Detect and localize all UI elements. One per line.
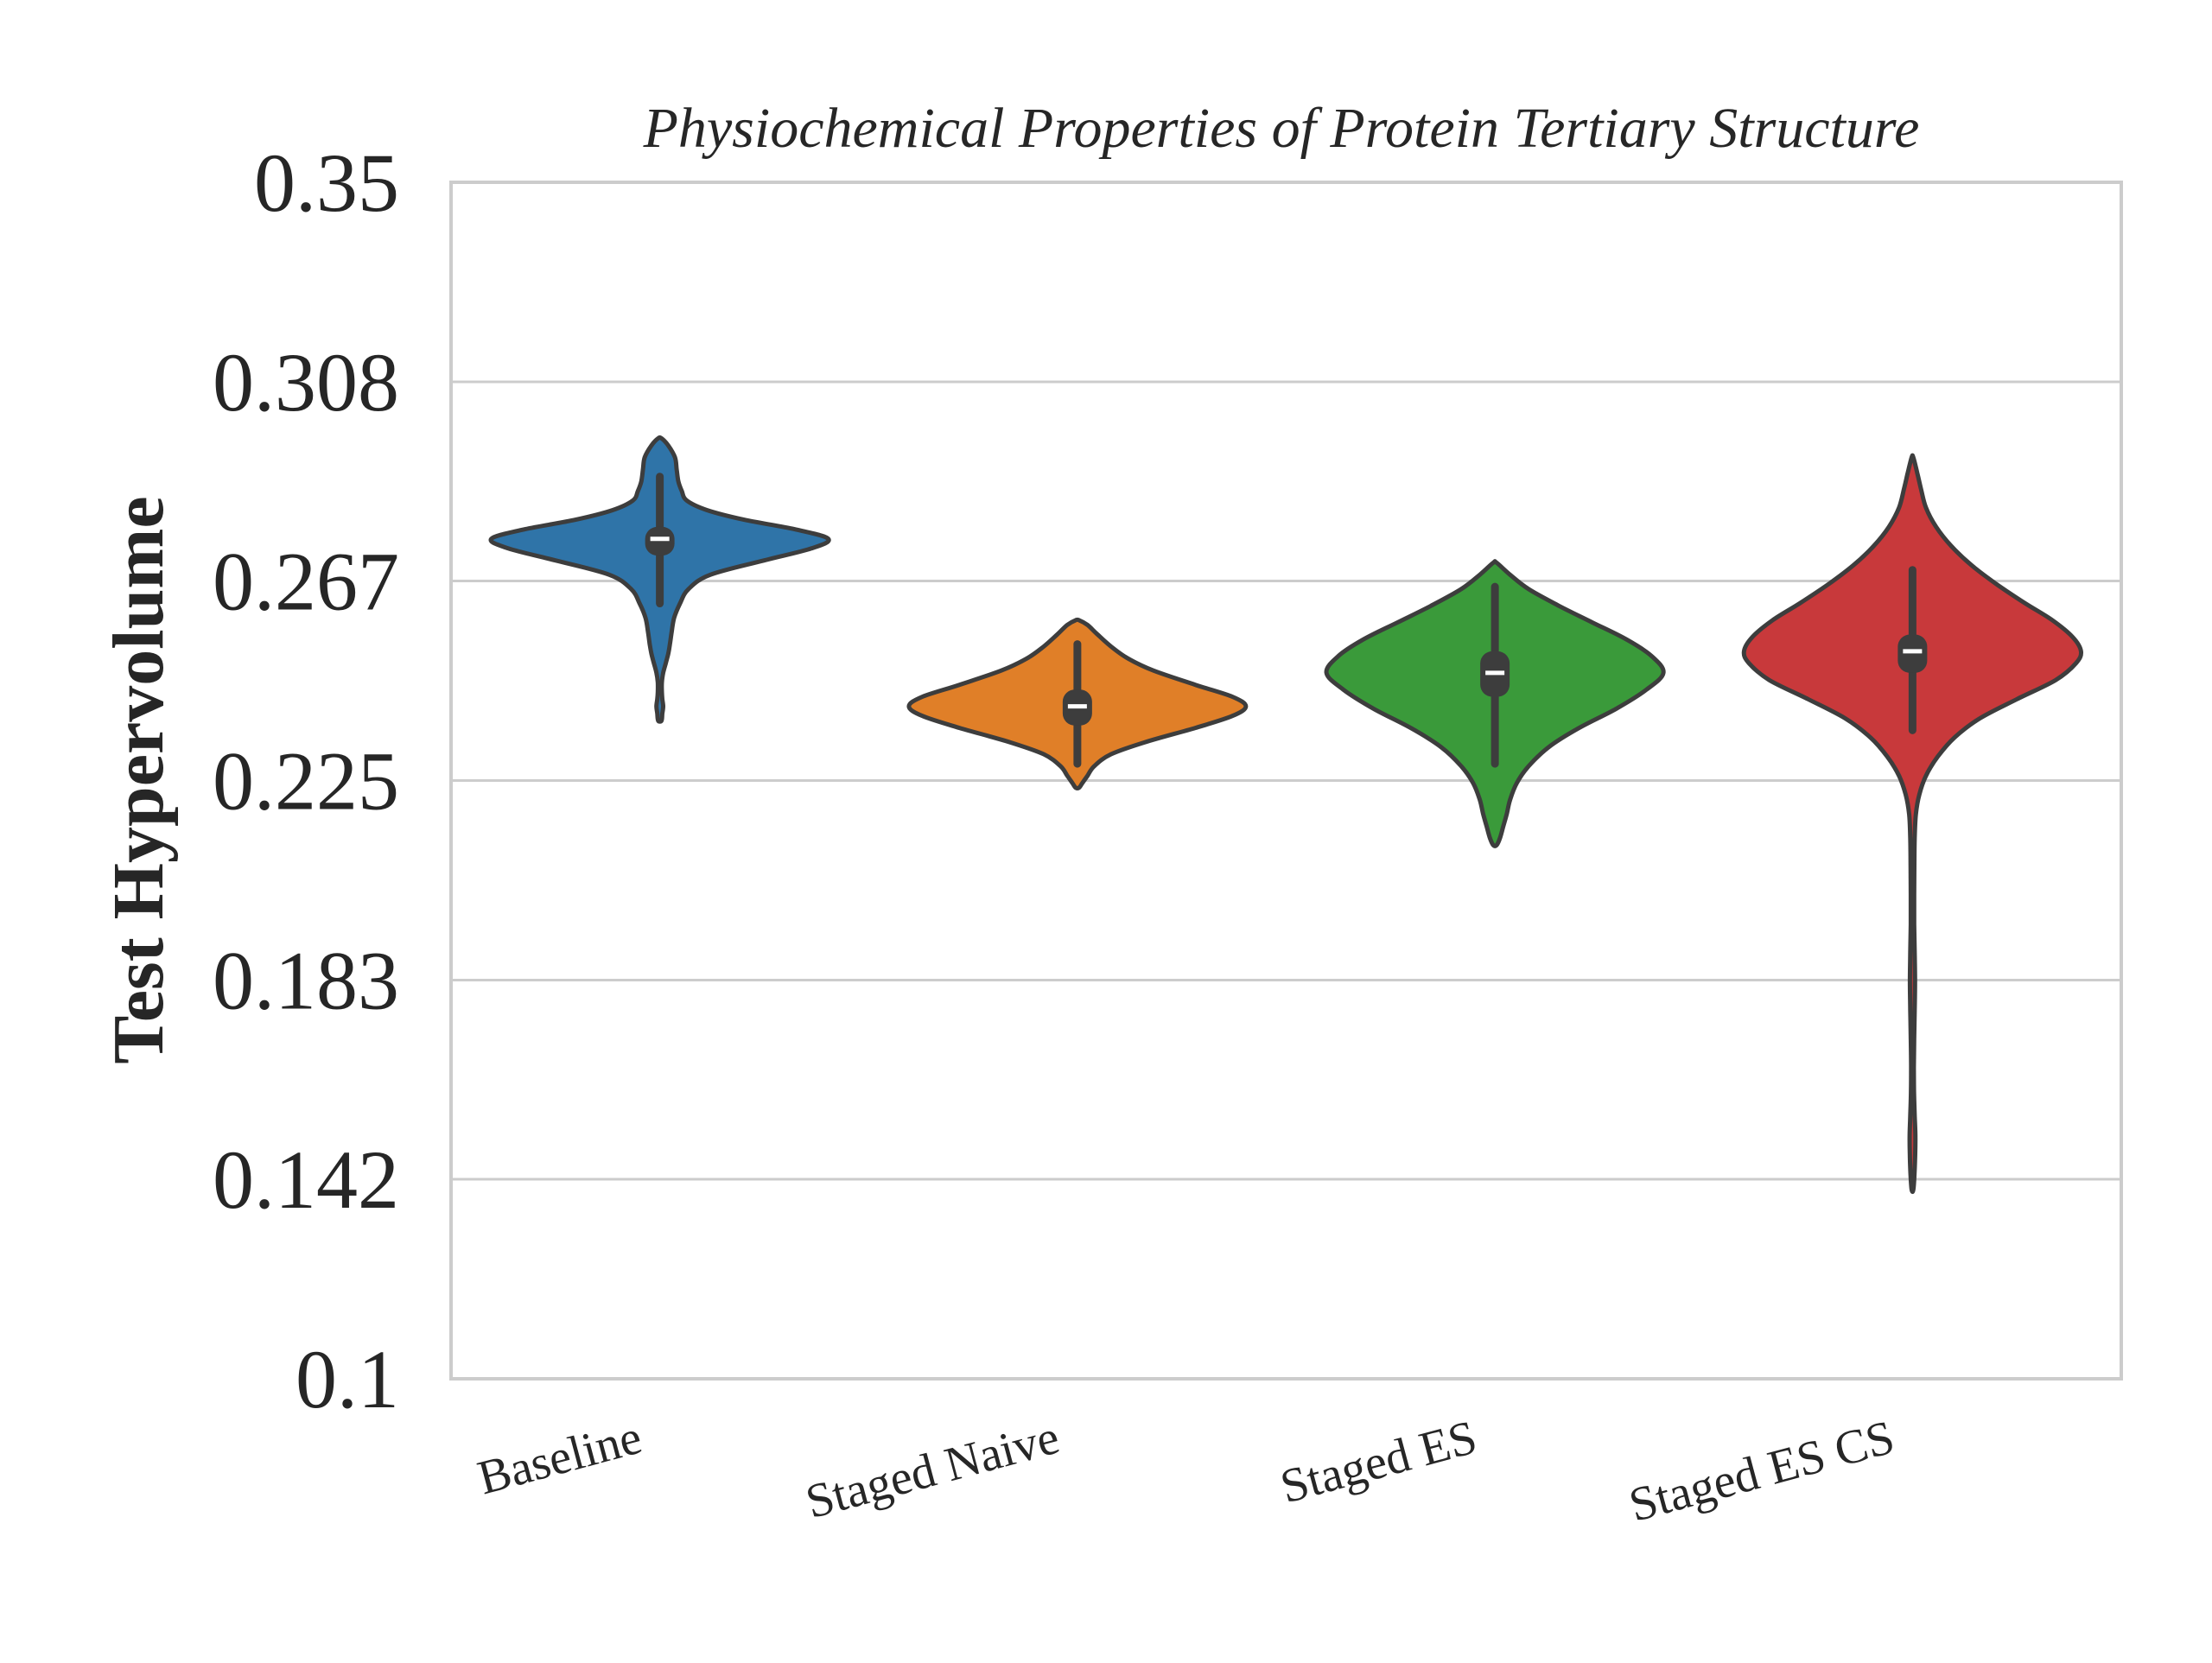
violin-3 xyxy=(1324,559,1666,848)
y-tick-label: 0.142 xyxy=(213,1133,399,1226)
x-tick-label: Staged ES xyxy=(1275,1411,1483,1514)
iqr-box xyxy=(645,526,675,556)
y-axis-label: Test Hypervolume xyxy=(99,496,179,1063)
y-tick-labels: 0.1 0.142 0.183 0.225 0.267 0.308 0.35 xyxy=(213,136,399,1425)
iqr-box xyxy=(1897,634,1928,673)
violin-4 xyxy=(1741,453,2084,1195)
violin-1 xyxy=(488,435,831,724)
y-tick-label: 0.267 xyxy=(213,535,399,627)
y-tick-label: 0.308 xyxy=(213,336,399,428)
violin-layer xyxy=(488,435,2084,1195)
violin-2 xyxy=(906,617,1249,790)
violin-body xyxy=(1741,453,2084,1195)
chart-title: Physiochemical Properties of Protein Ter… xyxy=(643,97,1920,160)
x-tick-label: Staged Naive xyxy=(800,1411,1065,1530)
y-tick-label: 0.35 xyxy=(254,136,399,229)
y-tick-label: 0.1 xyxy=(296,1333,399,1425)
grid-layer xyxy=(451,181,2121,1381)
x-tick-label: Baseline xyxy=(473,1411,647,1506)
y-tick-label: 0.183 xyxy=(213,935,399,1027)
x-tick-labels: Baseline Staged Naive Staged ES Staged ES C… xyxy=(473,1411,1900,1533)
y-tick-label: 0.225 xyxy=(213,735,399,828)
x-tick-label: Staged ES CS xyxy=(1624,1411,1900,1533)
plot-frame xyxy=(449,181,2123,1381)
